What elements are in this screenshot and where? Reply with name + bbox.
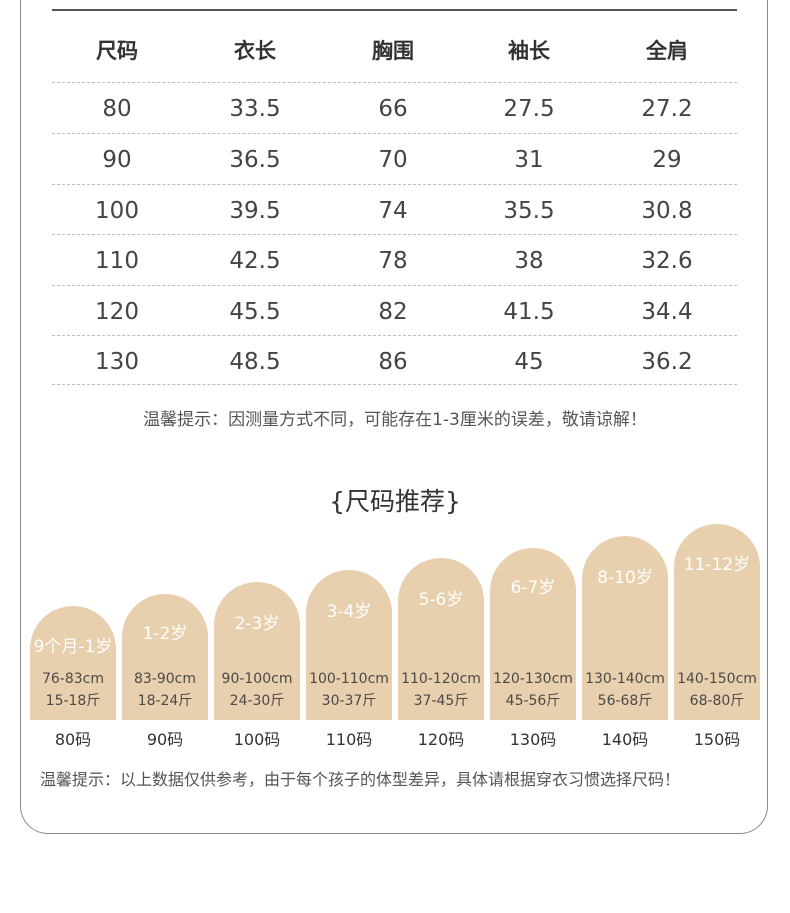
table-cell: 35.5 [503, 198, 555, 224]
row-divider [52, 184, 737, 185]
table-cell: 48.5 [229, 349, 281, 375]
table-cell: 32.6 [641, 248, 693, 274]
size-arch-140: 8-10岁 130-140cm 56-68斤 [582, 536, 668, 720]
table-cell: 39.5 [229, 198, 281, 224]
table-cell: 38 [514, 248, 544, 274]
table-cell: 70 [378, 147, 408, 173]
row-divider [52, 82, 737, 83]
table-cell: 30.8 [641, 198, 693, 224]
size-label: 130码 [509, 730, 557, 749]
table-row: 80 33.5 66 27.5 27.2 [52, 84, 737, 134]
weight-label: 15-18斤 [45, 693, 101, 709]
table-cell: 36.2 [641, 349, 693, 375]
row-divider [52, 285, 737, 286]
weight-label: 37-45斤 [413, 693, 469, 709]
header-cell: 全肩 [646, 39, 688, 63]
row-divider [52, 133, 737, 134]
table-cell: 42.5 [229, 248, 281, 274]
table-cell: 80 [102, 96, 132, 122]
table-cell: 41.5 [503, 299, 555, 325]
table-cell: 27.5 [503, 96, 555, 122]
size-label: 110码 [325, 730, 373, 749]
table-cell: 100 [95, 198, 139, 224]
table-cell: 130 [95, 349, 139, 375]
table-row: 100 39.5 74 35.5 30.8 [52, 186, 737, 236]
header-cell: 衣长 [234, 39, 276, 63]
table-cell: 86 [378, 349, 408, 375]
height-label: 83-90cm [133, 671, 196, 687]
weight-label: 68-80斤 [689, 693, 745, 709]
table-cell: 45.5 [229, 299, 281, 325]
age-label: 11-12岁 [683, 555, 751, 575]
age-label: 8-10岁 [597, 568, 653, 588]
table-top-rule [52, 9, 737, 11]
header-cell: 尺码 [96, 39, 138, 63]
age-label: 9个月-1岁 [33, 637, 113, 657]
header-cell: 胸围 [372, 39, 414, 63]
table-cell: 29 [652, 147, 682, 173]
table-cell: 45 [514, 349, 544, 375]
size-arch-150: 11-12岁 140-150cm 68-80斤 [674, 524, 760, 720]
table-cell: 78 [378, 248, 408, 274]
table-cell: 36.5 [229, 147, 281, 173]
age-label: 3-4岁 [326, 602, 372, 622]
height-label: 110-120cm [401, 671, 481, 687]
table-cell: 34.4 [641, 299, 693, 325]
weight-label: 30-37斤 [321, 693, 377, 709]
height-label: 100-110cm [309, 671, 389, 687]
header-cell: 袖长 [508, 39, 550, 63]
table-row: 130 48.5 86 45 36.2 [52, 337, 737, 387]
age-label: 2-3岁 [234, 614, 280, 634]
table-header: 尺码 衣长 胸围 袖长 全肩 [52, 30, 737, 70]
size-arch-100: 2-3岁 90-100cm 24-30斤 [214, 582, 300, 720]
row-divider [52, 335, 737, 336]
table-cell: 110 [95, 248, 139, 274]
size-arch-80: 9个月-1岁 76-83cm 15-18斤 [30, 606, 116, 720]
size-label: 120码 [417, 730, 465, 749]
size-arch-90: 1-2岁 83-90cm 18-24斤 [122, 594, 208, 720]
height-label: 90-100cm [221, 671, 293, 687]
table-cell: 27.2 [641, 96, 693, 122]
reference-note: 温馨提示：以上数据仅供参考，由于每个孩子的体型差异，具体请根据穿衣习惯选择尺码！ [40, 770, 681, 789]
size-label: 150码 [693, 730, 741, 749]
age-label: 5-6岁 [418, 590, 464, 610]
size-label: 100码 [233, 730, 281, 749]
size-label: 140码 [601, 730, 649, 749]
height-label: 130-140cm [585, 671, 665, 687]
table-cell: 66 [378, 96, 408, 122]
row-divider [52, 234, 737, 235]
age-label: 1-2岁 [142, 624, 188, 644]
weight-label: 45-56斤 [505, 693, 561, 709]
weight-label: 24-30斤 [229, 693, 285, 709]
row-divider [52, 384, 737, 385]
weight-label: 56-68斤 [597, 693, 653, 709]
height-label: 120-130cm [493, 671, 573, 687]
size-arch-130: 6-7岁 120-130cm 45-56斤 [490, 548, 576, 720]
size-label: 90码 [146, 730, 184, 749]
table-cell: 90 [102, 147, 132, 173]
weight-label: 18-24斤 [137, 693, 193, 709]
table-cell: 74 [378, 198, 408, 224]
size-label: 80码 [54, 730, 92, 749]
table-row: 90 36.5 70 31 29 [52, 135, 737, 185]
table-cell: 33.5 [229, 96, 281, 122]
content-frame [20, 0, 768, 834]
table-cell: 82 [378, 299, 408, 325]
table-row: 110 42.5 78 38 32.6 [52, 236, 737, 286]
size-arch-120: 5-6岁 110-120cm 37-45斤 [398, 558, 484, 720]
table-cell: 120 [95, 299, 139, 325]
height-label: 140-150cm [677, 671, 757, 687]
table-row: 120 45.5 82 41.5 34.4 [52, 287, 737, 337]
recommend-title: {尺码推荐} [329, 487, 461, 516]
height-label: 76-83cm [41, 671, 104, 687]
measurement-note: 温馨提示：因测量方式不同，可能存在1-3厘米的误差，敬请谅解！ [143, 410, 647, 430]
table-cell: 31 [514, 147, 544, 173]
size-arch-110: 3-4岁 100-110cm 30-37斤 [306, 570, 392, 720]
age-label: 6-7岁 [510, 578, 556, 598]
